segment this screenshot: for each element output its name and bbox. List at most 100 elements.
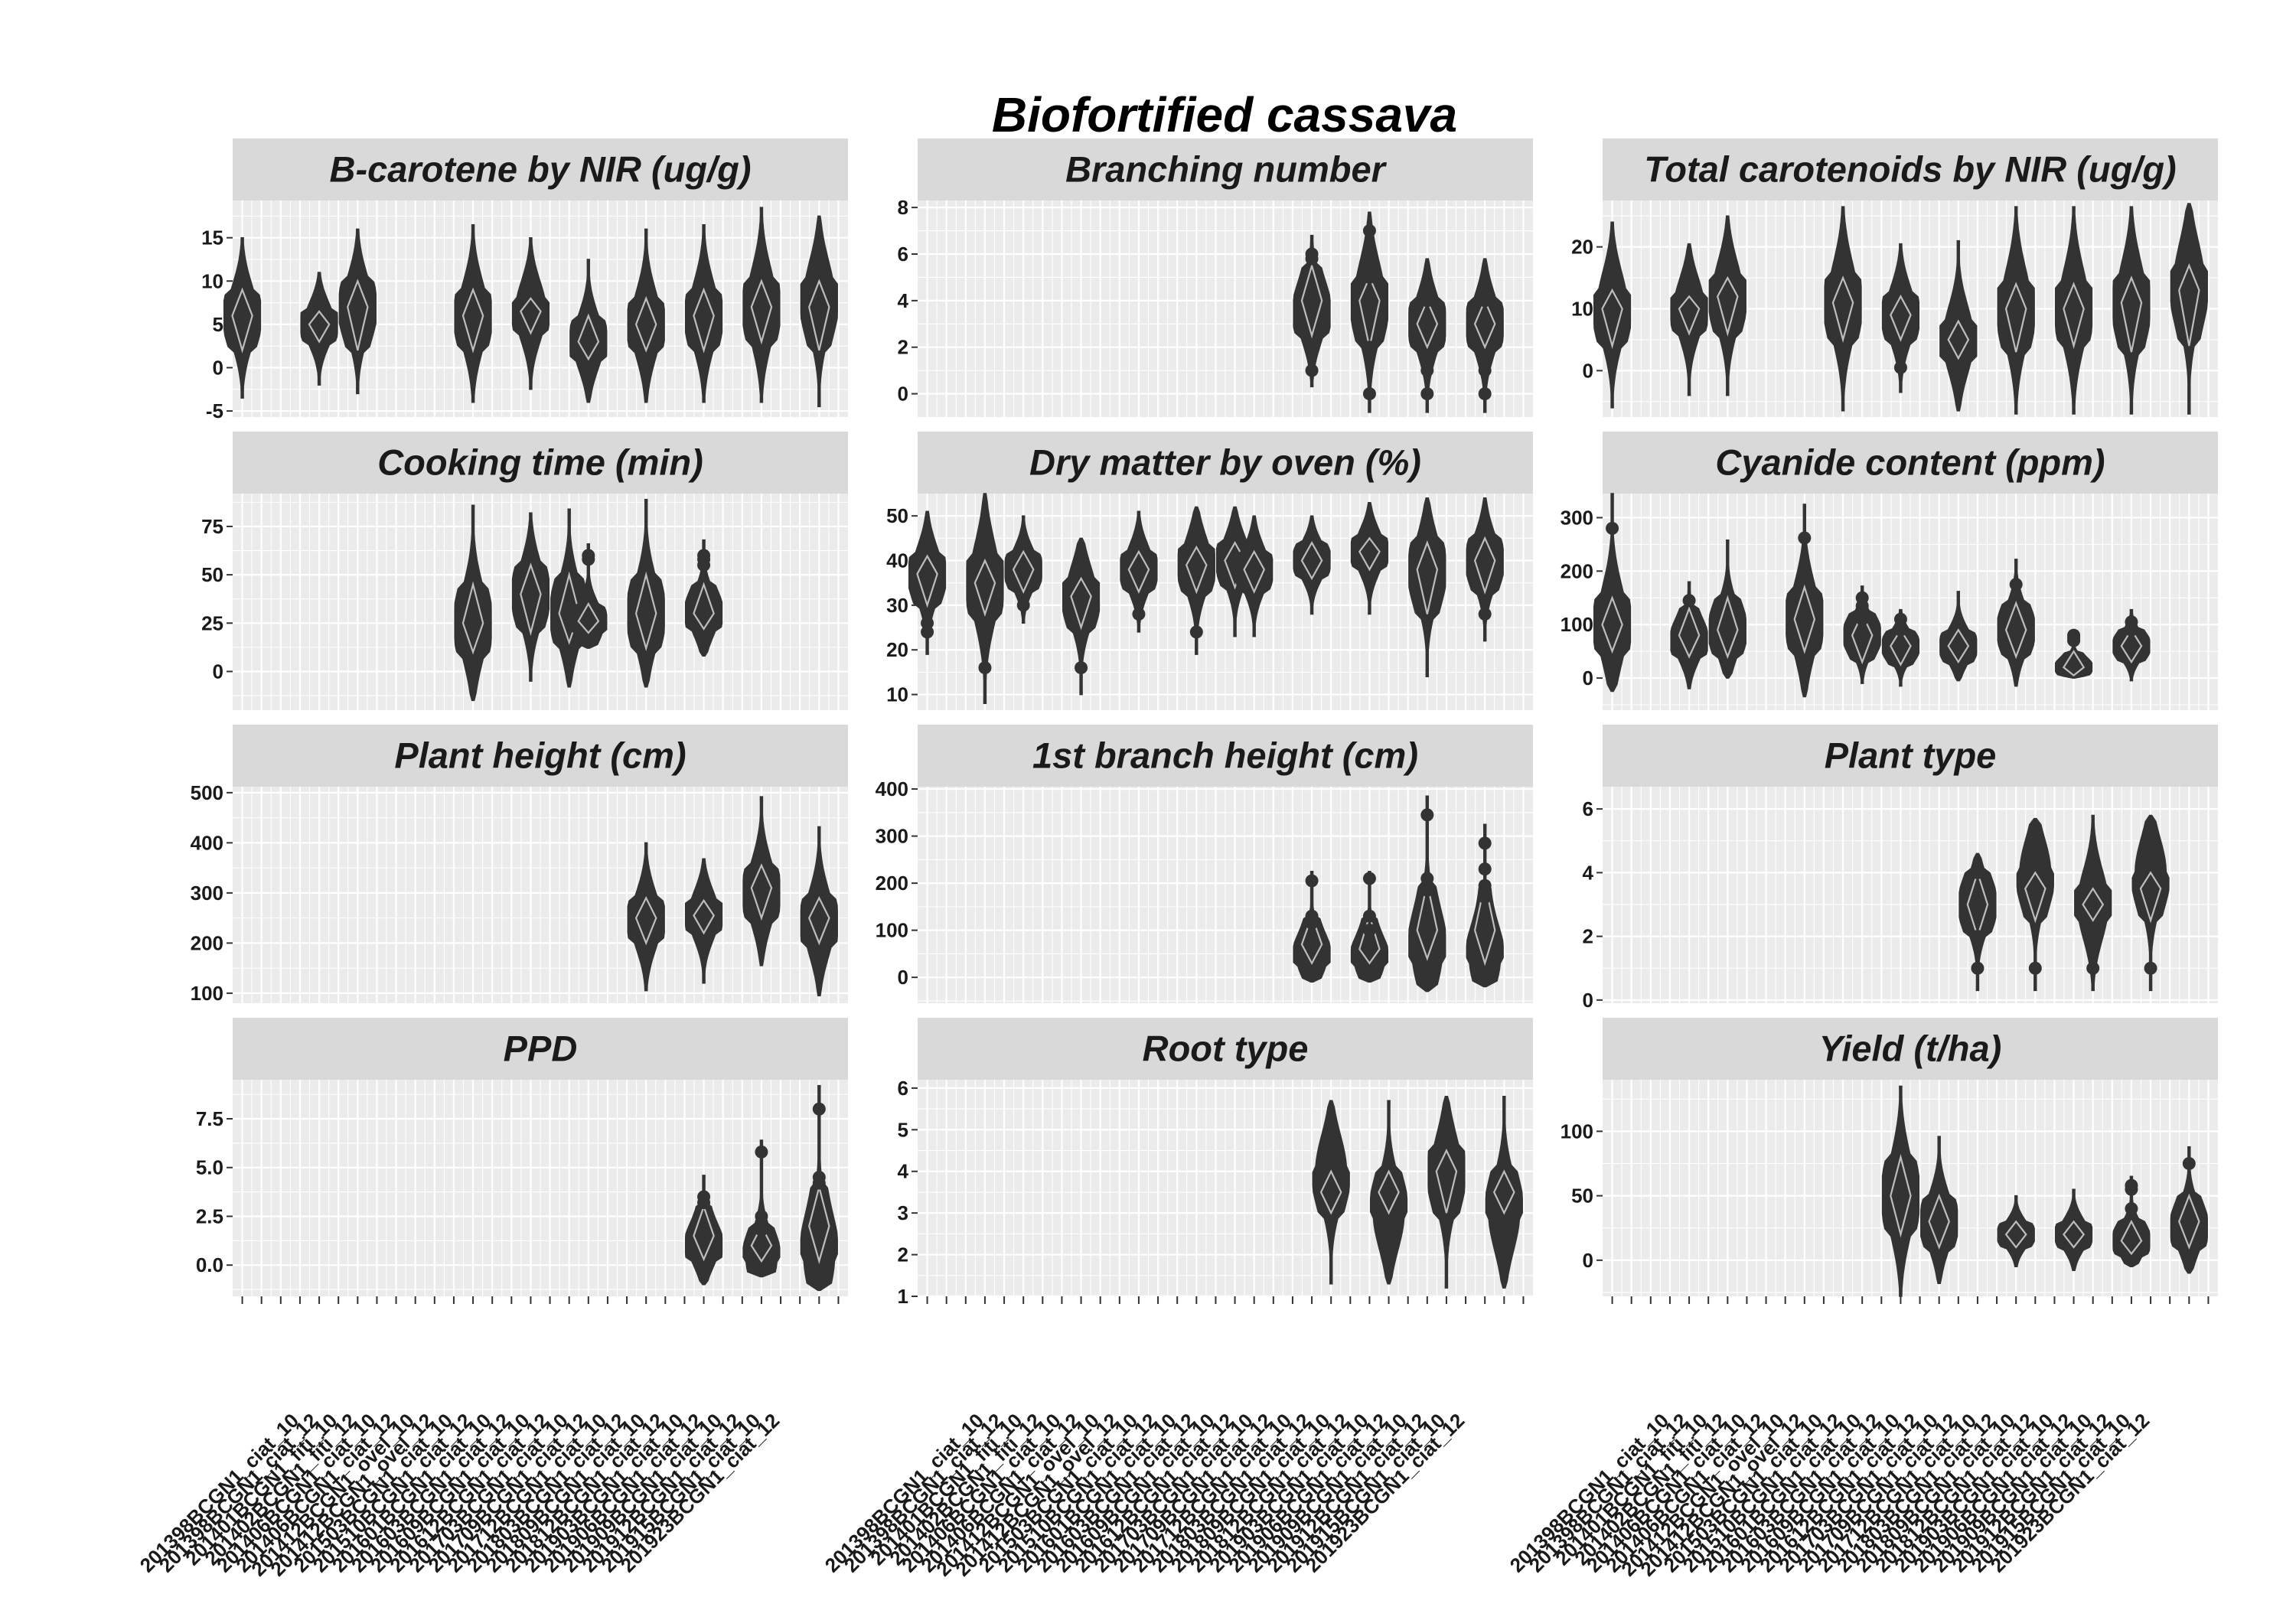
facet-title: Plant type	[1825, 735, 1997, 776]
violin-inner-box	[1890, 628, 1912, 667]
violin-inner-box	[1012, 549, 1035, 595]
facet-title: Yield (t/ha)	[1819, 1028, 2002, 1069]
outlier-point	[1478, 878, 1492, 892]
violin-inner-box	[1678, 606, 1701, 659]
y-tick-label: 4	[1583, 861, 1594, 884]
outlier-point	[1362, 909, 1376, 923]
facet-strip	[1603, 1018, 2218, 1080]
y-tick-label: 0	[1583, 667, 1593, 689]
facet-title: 1st branch height (cm)	[1032, 735, 1418, 776]
violin-inner-box	[2178, 262, 2200, 347]
violin-inner-box	[1319, 1169, 1342, 1215]
violin-inner-box	[1435, 1148, 1458, 1214]
facet-strip	[233, 725, 848, 787]
violin-inner-box	[2004, 601, 2027, 660]
violin-inner-box	[1678, 295, 1701, 336]
y-tick-label: 75	[201, 515, 223, 538]
facet-strip	[918, 725, 1533, 787]
outlier-point	[1478, 891, 1492, 905]
violin-inner-box	[750, 1224, 773, 1263]
outlier-point	[1362, 872, 1376, 885]
violin-inner-box	[693, 898, 715, 935]
violin-inner-box	[1717, 595, 1739, 660]
outlier-point	[1855, 599, 1869, 613]
outlier-point	[1478, 363, 1492, 377]
outlier-point	[2182, 1156, 2196, 1170]
facet-strip	[233, 1018, 848, 1080]
violin-inner-box	[1947, 628, 1970, 664]
y-tick-label: 5.0	[196, 1156, 223, 1179]
y-tick-label: 300	[191, 882, 223, 905]
outlier-point	[1420, 808, 1434, 822]
facet-title: Branching number	[1065, 149, 1388, 190]
violin-inner-box	[2120, 275, 2143, 353]
panel-8: 1st branch height (cm) 0 100 200 300 400	[876, 725, 1533, 1003]
outlier-point	[1893, 360, 1907, 374]
outlier-point	[1971, 961, 1985, 975]
violin-inner-box	[2139, 871, 2162, 924]
violin-inner-box	[520, 297, 542, 335]
y-tick-label: 30	[886, 594, 908, 617]
outlier-point	[1682, 594, 1696, 608]
outlier-point	[1362, 224, 1376, 238]
violin-inner-box	[1416, 298, 1439, 350]
facet-title: Cyanide content (ppm)	[1715, 442, 2105, 483]
y-tick-label: 10	[886, 683, 908, 706]
violin-inner-box	[693, 582, 715, 631]
violin-inner-box	[1890, 295, 1912, 342]
outlier-point	[1189, 625, 1203, 639]
y-tick-label: 10	[201, 269, 223, 292]
outlier-point	[1798, 531, 1812, 545]
y-tick-label: 100	[876, 919, 908, 942]
facet-title: B-carotene by NIR (ug/g)	[330, 149, 752, 190]
violin-inner-box	[2004, 282, 2027, 353]
violin-inner-box	[577, 313, 600, 361]
y-tick-label: 20	[1571, 236, 1593, 259]
y-tick-label: 2	[1583, 925, 1593, 948]
y-tick-label: 40	[886, 549, 908, 572]
violin-inner-box	[1851, 611, 1874, 665]
y-tick-label: 0	[1583, 1249, 1593, 1272]
y-tick-label: 500	[191, 781, 223, 804]
outlier-point	[1362, 924, 1376, 937]
y-tick-label: 200	[1561, 559, 1593, 582]
outlier-point	[1420, 294, 1434, 308]
facet-title: PPD	[504, 1028, 578, 1069]
y-tick-label: 200	[876, 872, 908, 895]
facet-strip	[918, 1018, 1533, 1080]
violin-inner-box	[1831, 275, 1854, 344]
y-tick-label: 0.0	[196, 1253, 223, 1276]
violin-inner-box	[1947, 319, 1970, 360]
violin-inner-box	[2120, 1219, 2143, 1256]
violin-inner-box	[750, 279, 773, 345]
outlier-point	[1478, 836, 1492, 850]
y-tick-label: 6	[898, 243, 908, 266]
violin-inner-box	[1127, 549, 1150, 595]
violin-inner-box	[577, 601, 600, 634]
y-tick-label: 6	[1583, 797, 1593, 820]
panel-5: Dry matter by oven (%) 10 20 30 40 50	[886, 432, 1533, 710]
panel-7: Plant height (cm) 100 200 300 400 500	[191, 725, 848, 1005]
outlier-point	[582, 553, 595, 566]
y-tick-label: 3	[898, 1201, 908, 1224]
y-tick-label: 50	[201, 563, 223, 586]
panel-9: Plant type 0 2 4 6	[1583, 725, 2218, 1012]
outlier-point	[1362, 270, 1376, 284]
facet-title: Plant height (cm)	[394, 735, 686, 776]
facet-strip	[233, 432, 848, 494]
outlier-point	[812, 1176, 826, 1190]
violin-inner-box	[974, 558, 996, 618]
violin-inner-box	[634, 571, 657, 652]
violin-inner-box	[1416, 882, 1439, 961]
outlier-point	[1305, 363, 1319, 377]
outlier-point	[1478, 862, 1492, 876]
y-tick-label: 20	[886, 638, 908, 661]
violin-inner-box	[1243, 549, 1266, 595]
y-tick-label: 0	[1583, 989, 1593, 1012]
violin-inner-box	[1070, 576, 1092, 631]
facet-grid: B-carotene by NIR (ug/g)-5051015Branchin…	[135, 139, 2218, 1581]
outlier-point	[1420, 883, 1434, 897]
violin-inner-box	[1185, 545, 1208, 595]
facet-strip	[1603, 432, 2218, 494]
